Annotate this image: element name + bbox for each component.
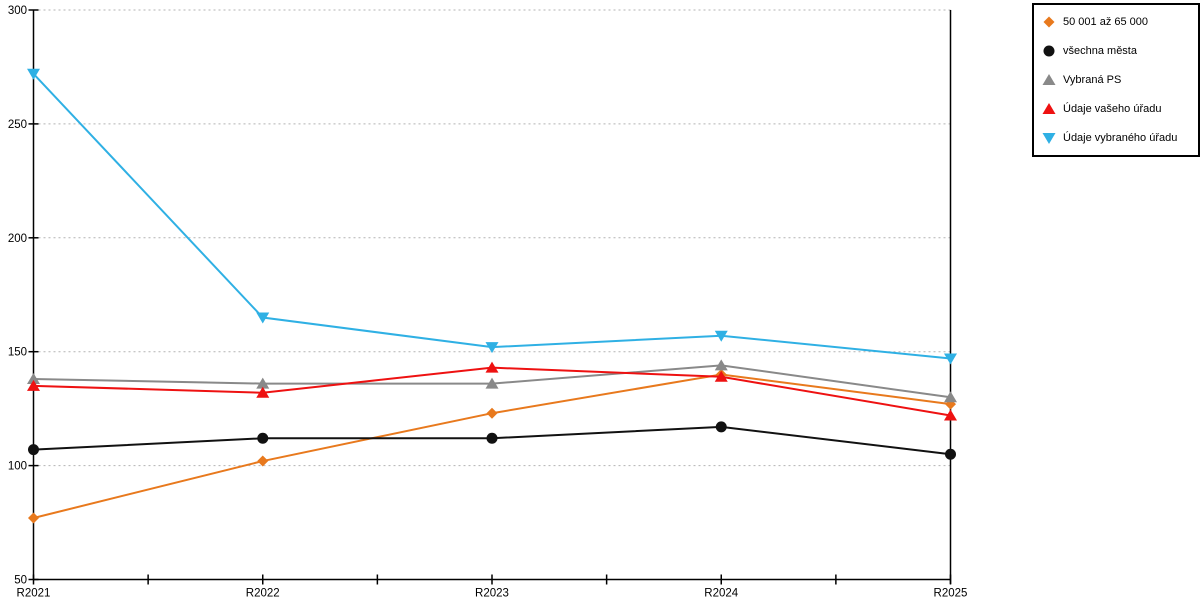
x-axis-label: R2025 bbox=[934, 588, 968, 600]
data-point-marker bbox=[945, 448, 956, 460]
data-point-marker bbox=[485, 342, 499, 354]
x-axis-label: R2021 bbox=[17, 588, 51, 600]
legend-label: Údaje vašeho úřadu bbox=[1063, 102, 1162, 115]
legend-item: Údaje vašeho úřadu bbox=[1042, 94, 1198, 123]
data-point-marker bbox=[714, 359, 728, 371]
y-axis-label: 150 bbox=[8, 347, 27, 359]
data-point-marker bbox=[486, 432, 498, 444]
data-point-marker bbox=[28, 512, 39, 524]
legend-marker bbox=[1043, 45, 1055, 56]
data-point-marker bbox=[27, 373, 40, 385]
legend-label: Údaje vybraného úřadu bbox=[1063, 131, 1178, 144]
triangle-legend-icon bbox=[1042, 73, 1056, 85]
y-axis-label: 50 bbox=[14, 575, 27, 587]
data-point-marker bbox=[715, 421, 727, 433]
triangle-down-legend-icon bbox=[1042, 132, 1056, 144]
y-axis-label: 250 bbox=[8, 119, 27, 131]
data-point-marker bbox=[256, 312, 270, 324]
y-axis-label: 300 bbox=[8, 5, 27, 17]
data-point-marker bbox=[485, 361, 499, 373]
data-point-marker bbox=[257, 432, 269, 444]
data-point-marker bbox=[257, 455, 269, 467]
data-point-marker bbox=[28, 444, 39, 456]
x-axis-label: R2024 bbox=[704, 588, 738, 600]
y-axis-label: 100 bbox=[8, 461, 27, 473]
legend-marker bbox=[1042, 102, 1056, 114]
series-line bbox=[33, 373, 951, 519]
series-line bbox=[32, 73, 951, 360]
data-point-marker bbox=[256, 386, 270, 398]
data-point-marker bbox=[944, 409, 957, 421]
data-point-marker bbox=[256, 377, 270, 389]
data-point-marker bbox=[944, 353, 957, 365]
data-point-marker bbox=[944, 391, 957, 403]
x-axis-label: R2023 bbox=[475, 588, 509, 600]
legend-label: 50 001 až 65 000 bbox=[1063, 15, 1149, 28]
diamond-legend-icon bbox=[1043, 16, 1055, 27]
chart-legend: 50 001 až 65 000 všechna města Vybraná PS Ú… bbox=[1032, 3, 1200, 157]
legend-label: všechna města bbox=[1063, 44, 1137, 57]
legend-marker bbox=[1042, 132, 1056, 144]
data-point-marker bbox=[27, 68, 40, 80]
x-axis-label: R2022 bbox=[246, 588, 280, 600]
triangle-legend-icon bbox=[1042, 102, 1056, 114]
data-point-marker bbox=[714, 370, 728, 382]
legend-item: Vybraná PS bbox=[1042, 65, 1198, 94]
data-point-marker bbox=[485, 377, 499, 389]
legend-item: všechna města bbox=[1042, 36, 1198, 65]
legend-item: 50 001 až 65 000 bbox=[1042, 7, 1198, 36]
circle-legend-icon bbox=[1043, 45, 1055, 56]
legend-marker bbox=[1042, 73, 1056, 85]
data-point-marker bbox=[486, 407, 498, 419]
legend-item: Údaje vybraného úřadu bbox=[1042, 123, 1198, 152]
data-point-marker bbox=[714, 330, 728, 342]
data-point-marker bbox=[27, 379, 40, 391]
legend-label: Vybraná PS bbox=[1063, 73, 1122, 86]
legend-marker bbox=[1043, 16, 1055, 27]
y-axis-label: 200 bbox=[8, 233, 27, 245]
